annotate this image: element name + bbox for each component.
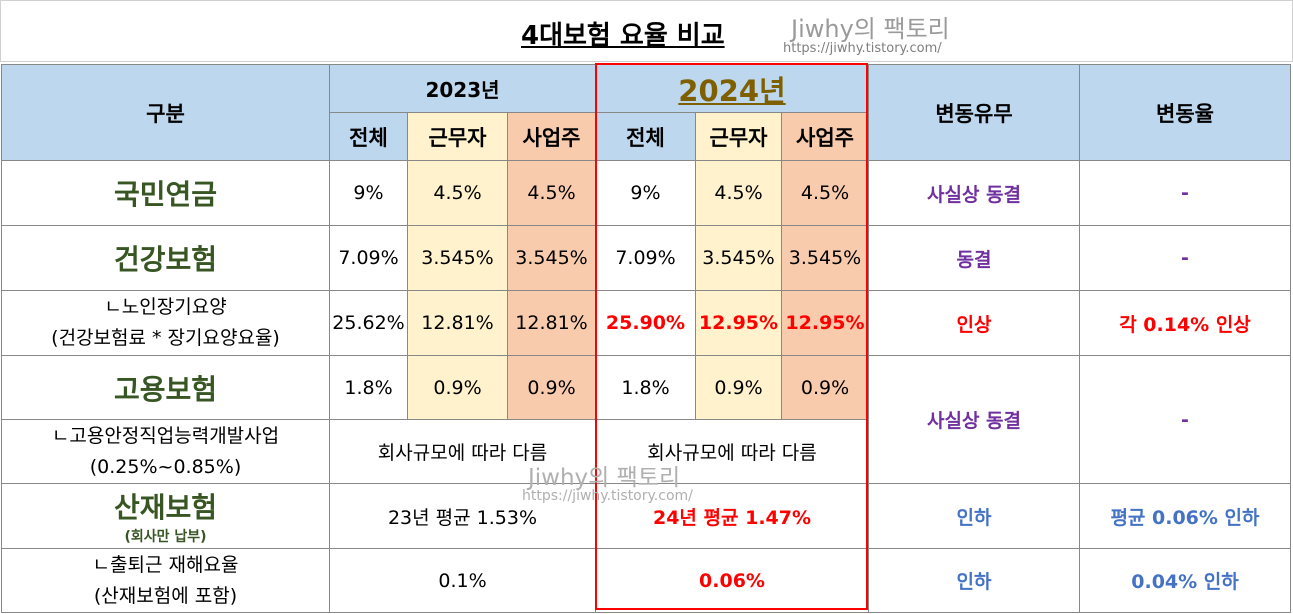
header-change-status: 변동유무 (868, 64, 1080, 161)
cell: 회사규모에 따라 다름 (595, 419, 869, 484)
rate-cell: - (1079, 225, 1291, 291)
cell: 3.545% (695, 225, 782, 291)
header-2023-worker: 근무자 (407, 112, 508, 161)
table-row-pension: 국민연금 9% 4.5% 4.5% 9% 4.5% 4.5% 사실상 동결 - (1, 160, 1291, 226)
header-year-2023: 2023년 (329, 64, 596, 113)
cell: 24년 평균 1.47% (595, 483, 869, 549)
row-label-line2: (건강보험료 * 장기요양요율) (51, 327, 280, 349)
status-cell: 사실상 동결 (868, 355, 1080, 484)
table-row-employment: 고용보험 1.8% 0.9% 0.9% 1.8% 0.9% 0.9% 사실상 동… (1, 355, 1291, 484)
status-cell: 인하 (868, 548, 1080, 613)
cell: 0.9% (781, 355, 869, 420)
row-label-line2: (산재보험에 포함) (93, 584, 238, 607)
cell: 9% (595, 160, 696, 226)
row-label-emp-stability: ㄴ고용안정직업능력개발사업 (0.25%~0.85%) (1, 419, 330, 484)
cell: 7.09% (329, 225, 408, 291)
page-title: 4대보험 요율 비교 (521, 21, 725, 51)
status-cell: 인상 (868, 290, 1080, 356)
header-2024-total: 전체 (595, 112, 696, 161)
rate-cell: 0.04% 인하 (1079, 548, 1291, 613)
header-year-2024: 2024년 (595, 64, 869, 113)
header-category: 구분 (1, 64, 330, 161)
row-label-employment: 고용보험 (1, 355, 330, 420)
row-label-health: 건강보험 (1, 225, 330, 291)
row-label-line2: (0.25%~0.85%) (89, 455, 242, 478)
status-cell: 인하 (868, 483, 1080, 549)
watermark-url: https://jiwhy.tistory.com/ (783, 41, 942, 56)
table-row-health: 건강보험 7.09% 3.545% 3.545% 7.09% 3.545% 3.… (1, 225, 1291, 291)
row-label-note: (회사만 납부) (124, 529, 207, 545)
cell: 3.545% (407, 225, 508, 291)
row-label-pension: 국민연금 (1, 160, 330, 226)
cell: 3.545% (507, 225, 596, 291)
header-2023-employer: 사업주 (507, 112, 596, 161)
rate-cell: - (1079, 355, 1291, 484)
row-label-line1: ㄴ출퇴근 재해요율 (92, 553, 239, 576)
cell: 12.95% (695, 290, 782, 356)
cell: 7.09% (595, 225, 696, 291)
row-label-line1: ㄴ노인장기요양 (104, 296, 227, 318)
row-label-ltc: ㄴ노인장기요양 (건강보험료 * 장기요양요율) (1, 290, 330, 356)
title-bar: 4대보험 요율 비교 Jiwhy의 팩토리 https://jiwhy.tist… (0, 0, 1293, 62)
table-row-emp-stability: ㄴ고용안정직업능력개발사업 (0.25%~0.85%) 회사규모에 따라 다름 … (1, 419, 1291, 484)
cell: 1.8% (595, 355, 696, 420)
cell: 1.8% (329, 355, 408, 420)
cell: 회사규모에 따라 다름 (329, 419, 596, 484)
status-cell: 동결 (868, 225, 1080, 291)
cell: 0.06% (595, 548, 869, 613)
cell: 25.90% (595, 290, 696, 356)
cell: 4.5% (695, 160, 782, 226)
watermark-name: Jiwhy의 팩토리 (528, 465, 681, 491)
cell: 0.1% (329, 548, 596, 613)
cell: 12.95% (781, 290, 869, 356)
header-2023-total: 전체 (329, 112, 408, 161)
cell: 0.9% (407, 355, 508, 420)
cell: 23년 평균 1.53% (329, 483, 596, 549)
rate-cell: 평균 0.06% 인하 (1079, 483, 1291, 549)
cell: 4.5% (507, 160, 596, 226)
cell: 9% (329, 160, 408, 226)
rate-cell: 각 0.14% 인상 (1079, 290, 1291, 356)
header-2024-employer: 사업주 (781, 112, 869, 161)
row-label-main: 산재보험 (113, 491, 218, 524)
cell: 12.81% (407, 290, 508, 356)
insurance-rate-table: 구분 2023년 2024년 변동유무 변동율 전체 근무자 사업주 전체 근무… (1, 64, 1291, 613)
cell: 4.5% (781, 160, 869, 226)
table-row-ltc: ㄴ노인장기요양 (건강보험료 * 장기요양요율) 25.62% 12.81% 1… (1, 290, 1291, 356)
status-cell: 사실상 동결 (868, 160, 1080, 226)
cell: 4.5% (407, 160, 508, 226)
cell: 0.9% (695, 355, 782, 420)
row-label-line1: ㄴ고용안정직업능력개발사업 (51, 424, 280, 447)
year-2024-label: 2024년 (678, 73, 786, 108)
cell: 12.81% (507, 290, 596, 356)
watermark-name: Jiwhy의 팩토리 (791, 15, 950, 43)
header-change-rate: 변동율 (1079, 64, 1291, 161)
table-row-industrial: 산재보험 (회사만 납부) 23년 평균 1.53% 24년 평균 1.47% … (1, 483, 1291, 549)
cell: 25.62% (329, 290, 408, 356)
watermark-url: https://jiwhy.tistory.com/ (522, 488, 693, 504)
cell: 0.9% (507, 355, 596, 420)
rate-cell: - (1079, 160, 1291, 226)
cell: 3.545% (781, 225, 869, 291)
header-2024-worker: 근무자 (695, 112, 782, 161)
table-row-commute: ㄴ출퇴근 재해요율 (산재보험에 포함) 0.1% 0.06% 인하 0.04%… (1, 548, 1291, 613)
row-label-industrial: 산재보험 (회사만 납부) (1, 483, 330, 549)
row-label-commute: ㄴ출퇴근 재해요율 (산재보험에 포함) (1, 548, 330, 613)
